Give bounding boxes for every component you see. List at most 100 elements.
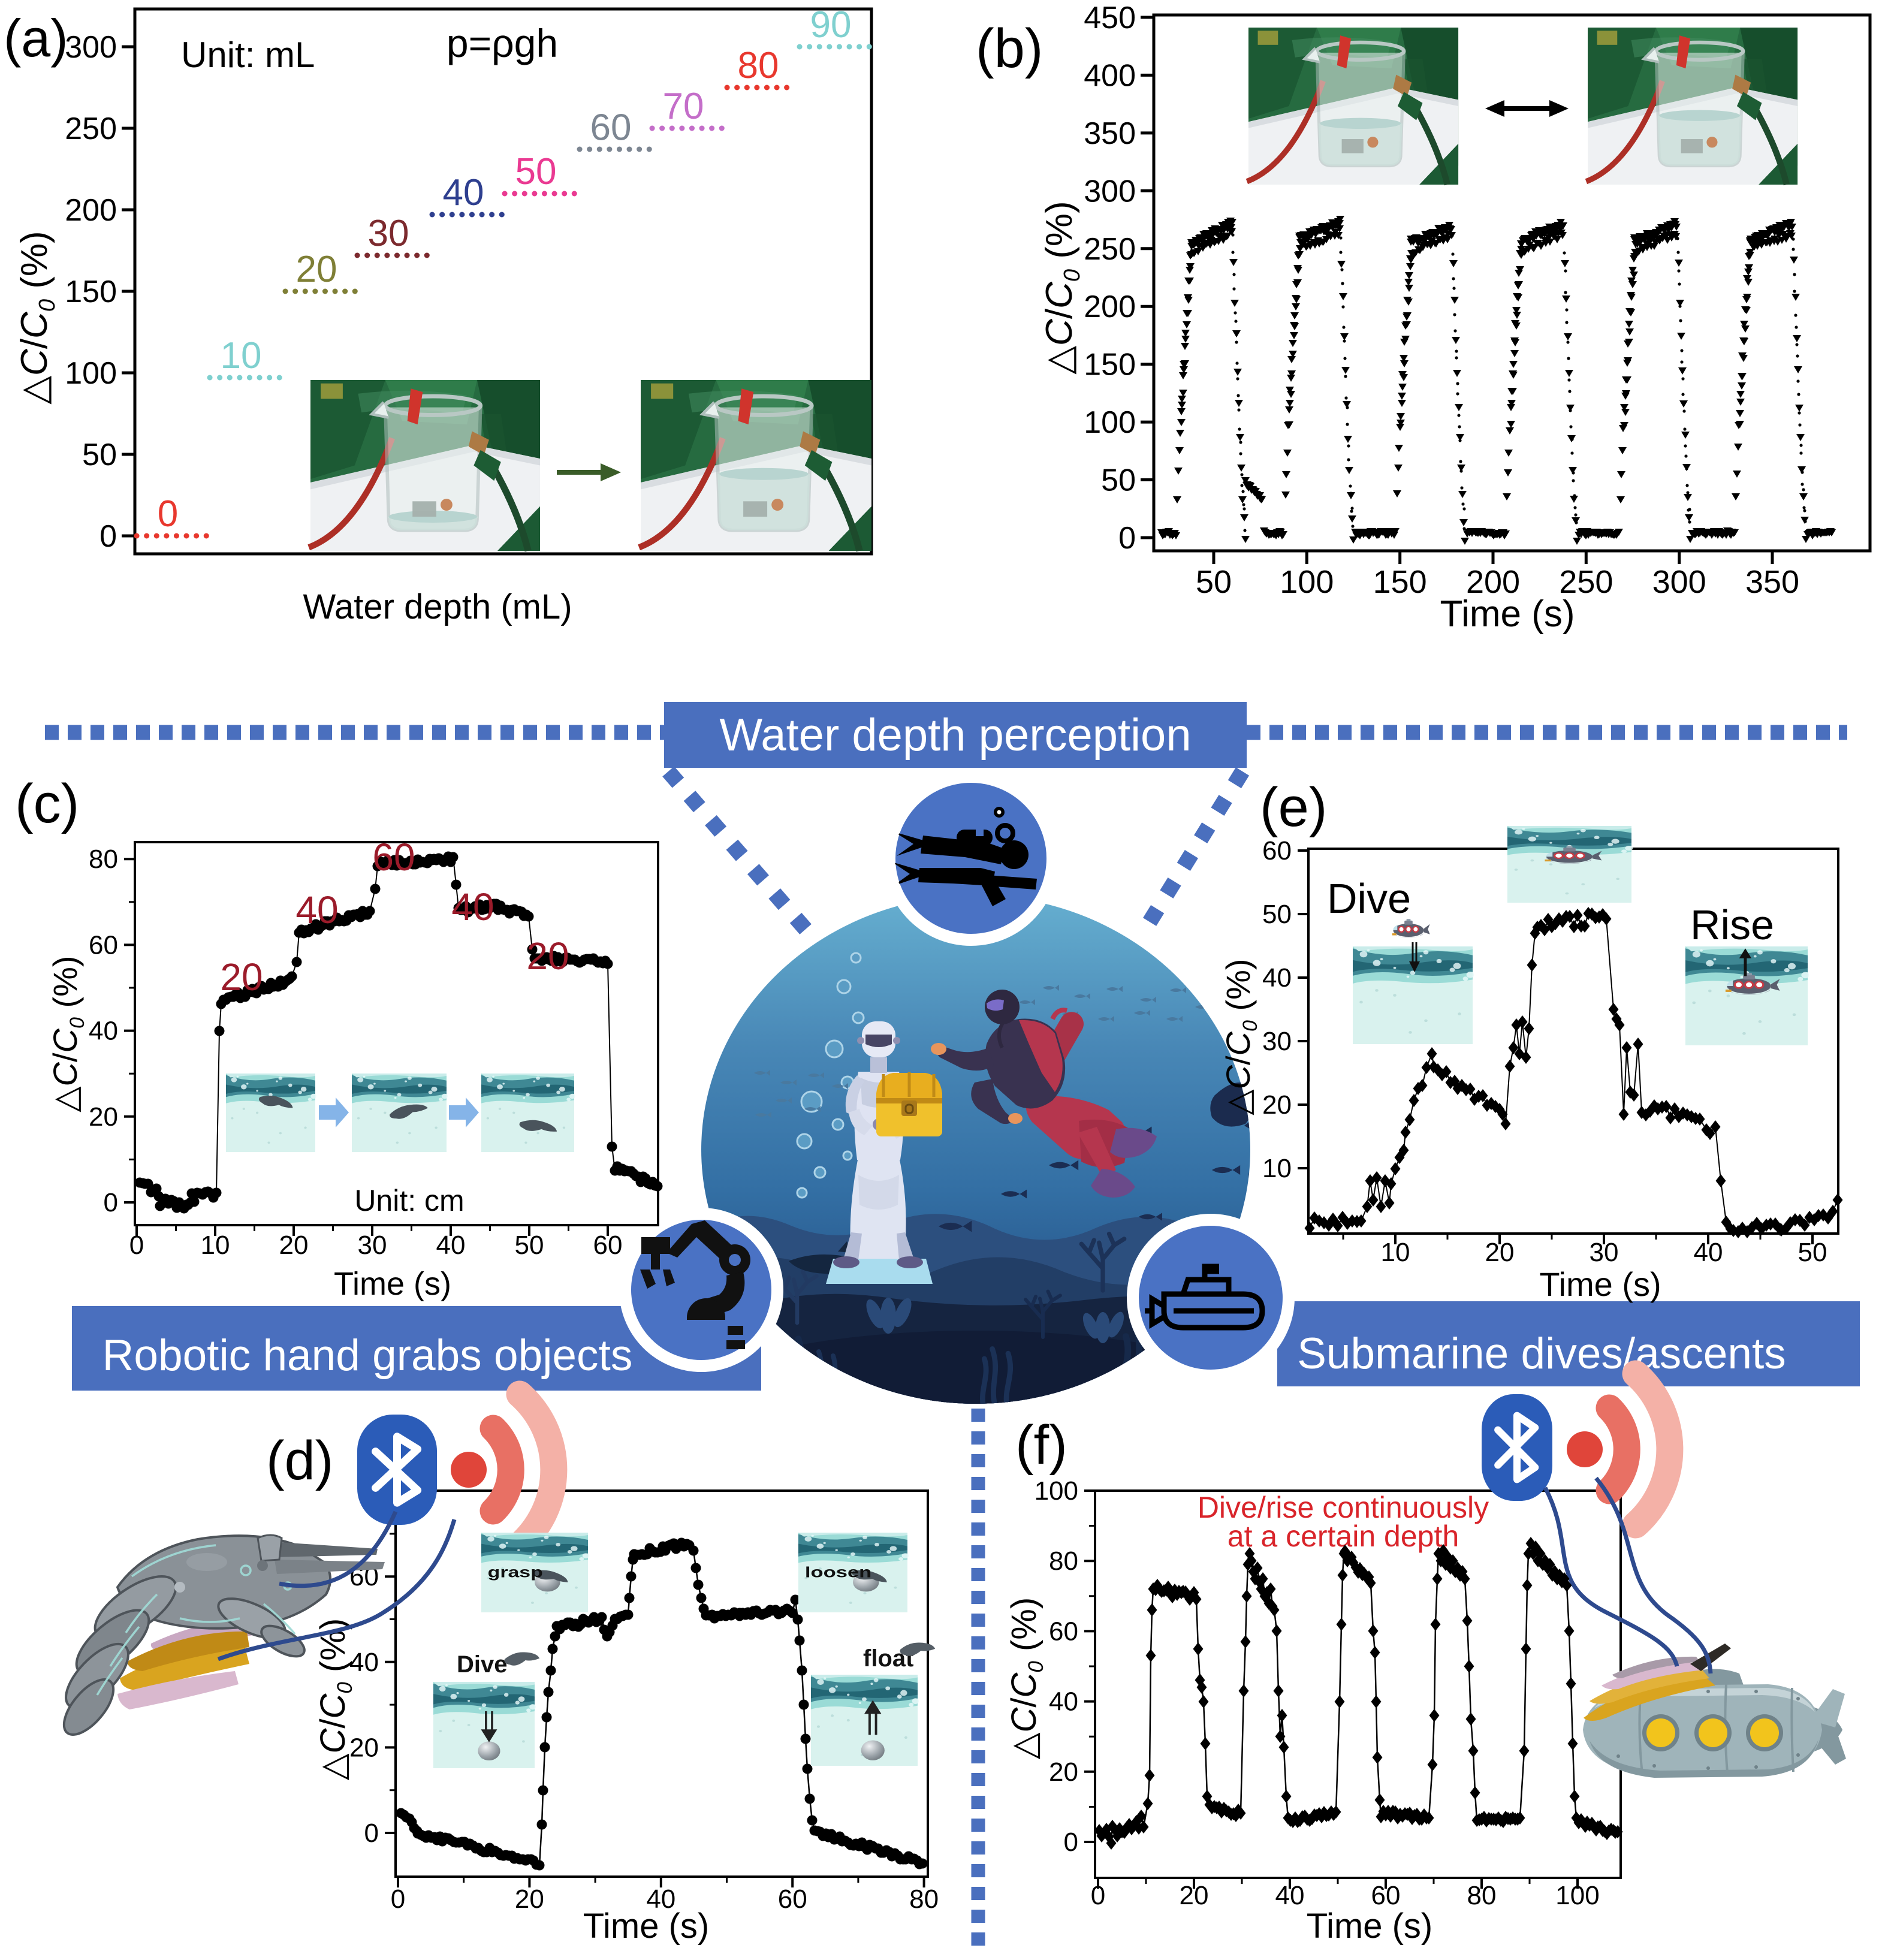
svg-text:30: 30 bbox=[358, 1231, 387, 1260]
svg-text:0: 0 bbox=[1091, 1881, 1105, 1910]
svg-text:Time (s): Time (s) bbox=[583, 1907, 709, 1946]
svg-text:300: 300 bbox=[1652, 564, 1706, 600]
svg-text:△C/C0 (%): △C/C0 (%) bbox=[1219, 958, 1262, 1115]
svg-text:20: 20 bbox=[296, 249, 337, 290]
svg-text:60: 60 bbox=[1371, 1881, 1401, 1910]
svg-text:250: 250 bbox=[65, 111, 117, 146]
svg-text:300: 300 bbox=[1084, 174, 1136, 209]
svg-text:(e): (e) bbox=[1260, 777, 1327, 838]
svg-text:(a): (a) bbox=[4, 8, 68, 68]
svg-text:Time (s): Time (s) bbox=[334, 1266, 451, 1302]
svg-text:50: 50 bbox=[1262, 900, 1292, 929]
svg-text:loosen: loosen bbox=[805, 1564, 871, 1581]
svg-text:Time (s): Time (s) bbox=[1307, 1907, 1432, 1946]
svg-text:80: 80 bbox=[738, 45, 779, 86]
svg-text:40: 40 bbox=[1049, 1687, 1078, 1717]
svg-text:Dive/rise continuously: Dive/rise continuously bbox=[1198, 1491, 1489, 1524]
svg-text:20: 20 bbox=[1485, 1238, 1515, 1267]
svg-text:Time (s): Time (s) bbox=[1539, 1265, 1661, 1303]
svg-text:200: 200 bbox=[1466, 564, 1520, 600]
svg-text:250: 250 bbox=[1084, 232, 1136, 267]
svg-text:400: 400 bbox=[1084, 58, 1136, 93]
svg-text:40: 40 bbox=[451, 885, 494, 928]
svg-text:Unit: cm: Unit: cm bbox=[354, 1184, 464, 1217]
svg-text:50: 50 bbox=[82, 438, 117, 472]
svg-text:100: 100 bbox=[65, 356, 117, 391]
svg-text:Robotic hand grabs objects: Robotic hand grabs objects bbox=[102, 1331, 633, 1380]
svg-text:60: 60 bbox=[593, 1231, 623, 1260]
svg-text:40: 40 bbox=[443, 172, 484, 213]
svg-text:40: 40 bbox=[436, 1231, 466, 1260]
svg-text:0: 0 bbox=[391, 1884, 405, 1914]
svg-text:60: 60 bbox=[372, 836, 415, 879]
svg-text:40: 40 bbox=[349, 1648, 379, 1677]
svg-text:90: 90 bbox=[810, 4, 852, 46]
svg-text:60: 60 bbox=[1262, 836, 1292, 866]
svg-text:20: 20 bbox=[1049, 1757, 1078, 1787]
svg-text:0: 0 bbox=[364, 1819, 379, 1848]
svg-text:50: 50 bbox=[1196, 564, 1232, 600]
svg-text:300: 300 bbox=[65, 30, 117, 65]
svg-text:100: 100 bbox=[1035, 1476, 1078, 1506]
svg-text:450: 450 bbox=[1084, 1, 1136, 35]
svg-text:△C/C0 (%): △C/C0 (%) bbox=[313, 1618, 357, 1780]
svg-text:(b): (b) bbox=[976, 18, 1043, 79]
svg-text:70: 70 bbox=[663, 86, 704, 127]
svg-text:100: 100 bbox=[1084, 405, 1136, 440]
svg-text:△C/C0 (%): △C/C0 (%) bbox=[1005, 1597, 1048, 1759]
svg-text:40: 40 bbox=[1694, 1238, 1723, 1267]
svg-text:20: 20 bbox=[515, 1884, 544, 1914]
svg-text:0: 0 bbox=[1118, 521, 1136, 556]
svg-text:20: 20 bbox=[1180, 1881, 1209, 1910]
svg-text:20: 20 bbox=[279, 1231, 309, 1260]
svg-text:150: 150 bbox=[65, 275, 117, 309]
svg-text:Time (s): Time (s) bbox=[1440, 593, 1575, 635]
svg-text:10: 10 bbox=[221, 335, 262, 376]
svg-text:200: 200 bbox=[65, 193, 117, 228]
svg-text:△C/C0 (%): △C/C0 (%) bbox=[14, 231, 60, 404]
svg-text:(d): (d) bbox=[266, 1430, 333, 1491]
svg-text:80: 80 bbox=[1467, 1881, 1497, 1910]
svg-text:20: 20 bbox=[220, 955, 263, 999]
svg-text:60: 60 bbox=[89, 930, 118, 960]
svg-text:350: 350 bbox=[1084, 116, 1136, 151]
svg-text:10: 10 bbox=[1381, 1238, 1410, 1267]
svg-text:100: 100 bbox=[1280, 564, 1334, 600]
svg-text:40: 40 bbox=[295, 888, 338, 931]
svg-text:Unit: mL: Unit: mL bbox=[181, 35, 315, 75]
svg-text:40: 40 bbox=[646, 1884, 675, 1914]
svg-text:0: 0 bbox=[129, 1231, 144, 1260]
svg-text:250: 250 bbox=[1559, 564, 1613, 600]
svg-text:0: 0 bbox=[99, 519, 117, 554]
svg-text:10: 10 bbox=[201, 1231, 230, 1260]
svg-text:50: 50 bbox=[515, 151, 557, 192]
svg-text:Rise: Rise bbox=[1690, 901, 1774, 948]
svg-text:20: 20 bbox=[1262, 1090, 1292, 1120]
svg-text:100: 100 bbox=[1555, 1881, 1599, 1910]
svg-text:Water depth perception: Water depth perception bbox=[719, 710, 1191, 761]
svg-text:60: 60 bbox=[590, 107, 632, 148]
svg-text:40: 40 bbox=[1262, 963, 1292, 993]
svg-text:50: 50 bbox=[515, 1231, 544, 1260]
svg-text:△C/C0 (%): △C/C0 (%) bbox=[1039, 201, 1085, 374]
svg-text:80: 80 bbox=[1049, 1546, 1078, 1576]
svg-text:grasp: grasp bbox=[488, 1564, 543, 1581]
svg-text:20: 20 bbox=[349, 1733, 379, 1762]
svg-text:150: 150 bbox=[1084, 348, 1136, 382]
svg-text:40: 40 bbox=[1275, 1881, 1305, 1910]
svg-text:Water depth (mL): Water depth (mL) bbox=[303, 587, 572, 626]
svg-text:50: 50 bbox=[1101, 463, 1136, 498]
svg-text:20: 20 bbox=[89, 1102, 118, 1132]
svg-text:20: 20 bbox=[526, 934, 569, 978]
svg-text:150: 150 bbox=[1373, 564, 1427, 600]
svg-text:40: 40 bbox=[89, 1017, 118, 1046]
svg-text:Dive: Dive bbox=[1327, 875, 1411, 922]
svg-text:60: 60 bbox=[1049, 1617, 1078, 1646]
svg-text:△C/C0 (%): △C/C0 (%) bbox=[46, 955, 89, 1112]
svg-text:Dive: Dive bbox=[457, 1651, 508, 1678]
svg-text:30: 30 bbox=[1262, 1027, 1292, 1056]
svg-text:80: 80 bbox=[89, 845, 118, 874]
svg-text:10: 10 bbox=[1262, 1154, 1292, 1183]
svg-text:p=ρgh: p=ρgh bbox=[447, 21, 558, 65]
svg-text:200: 200 bbox=[1084, 290, 1136, 324]
